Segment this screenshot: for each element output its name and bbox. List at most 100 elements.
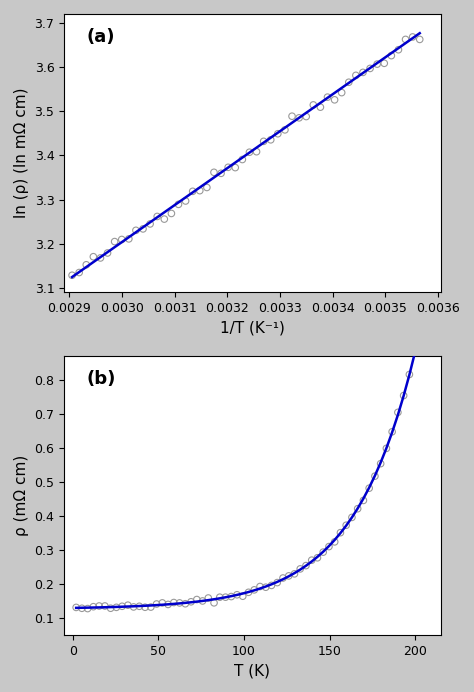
Point [302,111,310,122]
Point [238,154,246,165]
Point [319,547,327,558]
Point [288,111,296,122]
Point [388,50,395,61]
Point [90,251,97,262]
Point [253,146,260,157]
Point [325,541,333,552]
Point [416,34,424,45]
Point [231,162,239,173]
Point [187,597,195,608]
Y-axis label: ln (ρ) (ln mΩ cm): ln (ρ) (ln mΩ cm) [14,88,29,219]
Point [262,582,270,593]
Point [246,147,253,158]
Point [111,236,118,247]
Point [268,580,275,591]
Point [130,601,137,612]
Point [285,570,292,581]
X-axis label: T (K): T (K) [235,663,271,678]
Point [371,471,379,482]
Point [176,597,183,608]
Point [352,70,360,81]
Point [125,233,133,244]
Point [161,214,168,225]
Point [409,31,417,42]
Point [84,603,91,614]
Point [199,595,206,606]
Y-axis label: ρ (mΩ cm): ρ (mΩ cm) [14,455,29,536]
Point [113,602,120,613]
Point [402,34,410,45]
Point [164,599,172,610]
Point [381,57,388,69]
Point [136,601,143,612]
Point [310,100,317,111]
Point [175,199,182,210]
Point [267,134,274,145]
Point [73,602,80,613]
Point [348,512,356,523]
Point [395,44,402,55]
Point [168,208,175,219]
Point [302,560,310,571]
Point [233,589,241,600]
Point [97,253,104,264]
Point [68,270,76,281]
Point [388,426,396,437]
Text: (b): (b) [87,370,116,388]
Point [394,407,401,418]
Point [224,162,232,173]
Point [245,587,252,598]
Point [146,219,154,230]
Point [182,195,190,206]
Point [342,520,350,531]
Point [400,390,408,401]
Point [101,601,109,612]
Point [210,167,218,178]
Point [182,598,189,609]
Point [217,167,225,179]
Point [260,136,267,147]
Point [354,503,362,514]
Point [75,267,83,278]
Point [118,601,126,612]
Point [273,577,281,588]
Point [95,601,103,612]
Point [107,603,114,614]
Point [90,601,97,612]
Point [345,77,353,88]
Point [411,346,419,357]
Point [256,581,264,592]
Point [296,563,304,574]
Point [314,552,321,563]
Point [383,443,390,454]
Point [359,67,367,78]
X-axis label: 1/T (K⁻¹): 1/T (K⁻¹) [220,320,285,336]
Point [279,572,287,583]
Point [139,224,147,235]
Point [239,591,246,602]
Point [317,102,324,113]
Point [170,597,178,608]
Point [104,248,111,259]
Point [158,597,166,608]
Point [216,592,224,603]
Point [291,568,298,579]
Point [189,185,197,197]
Point [274,128,282,139]
Point [360,495,367,506]
Point [228,591,235,602]
Point [308,554,316,565]
Point [250,584,258,595]
Point [374,59,381,70]
Point [154,211,161,222]
Point [365,482,373,493]
Point [210,597,218,608]
Point [377,458,384,469]
Point [82,260,90,271]
Point [331,536,338,547]
Point [153,599,160,610]
Point [203,182,210,193]
Point [124,600,132,611]
Point [132,225,140,236]
Point [406,369,413,380]
